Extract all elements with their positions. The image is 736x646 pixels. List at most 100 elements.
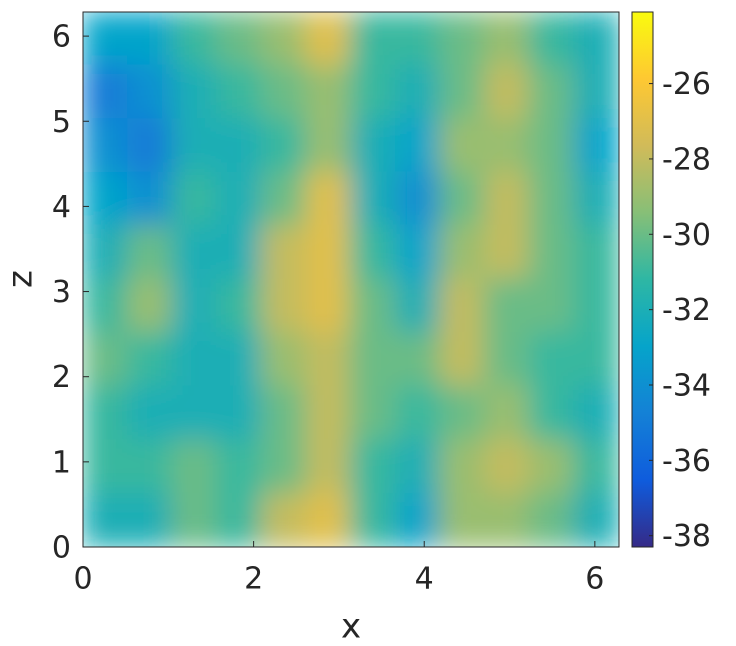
heatmap-cell: [573, 492, 619, 547]
heatmap-cell: [349, 278, 397, 334]
heatmap-cell: [305, 171, 353, 228]
y-tick-label: 3: [52, 275, 71, 310]
heatmap-cell: [439, 385, 486, 442]
heatmap-cell: [260, 118, 308, 174]
heatmap-cell: [394, 224, 442, 281]
heatmap-cell: [528, 224, 576, 281]
y-tick-label: 2: [52, 360, 71, 395]
heatmap-cell: [215, 171, 263, 228]
heatmap-cell: [171, 224, 219, 281]
heatmap-cell: [439, 171, 486, 228]
heatmap-cell: [83, 331, 129, 388]
heatmap-cell: [171, 64, 219, 121]
heatmap-cell: [483, 385, 531, 442]
heatmap-cell: [349, 12, 397, 67]
heatmap-cell: [260, 224, 308, 281]
colorbar-tick-label: -36: [662, 444, 711, 479]
heatmap-cell: [439, 64, 486, 121]
colorbar-tick-label: -32: [662, 293, 711, 328]
heatmap-cell: [83, 492, 129, 547]
heatmap-cell: [127, 331, 174, 388]
heatmap-cell: [215, 118, 263, 174]
heatmap-cell: [305, 278, 353, 334]
heatmap-cell: [394, 278, 442, 334]
heatmap-cell: [83, 171, 129, 228]
heatmap-cell: [483, 331, 531, 388]
heatmap-cell: [439, 331, 486, 388]
heatmap-cell: [127, 64, 174, 121]
y-tick-label: 1: [52, 445, 71, 480]
y-axis-label: z: [1, 270, 41, 288]
heatmap-cell: [127, 224, 174, 281]
heatmap-cell: [83, 278, 129, 334]
heatmap-cell: [528, 492, 576, 547]
heatmap-cell: [215, 64, 263, 121]
heatmap-cell: [349, 64, 397, 121]
heatmap-cell: [528, 118, 576, 174]
heatmap-cell: [260, 385, 308, 442]
heatmap-cell: [483, 278, 531, 334]
heatmap-cell: [215, 278, 263, 334]
heatmap-cell: [215, 331, 263, 388]
heatmap-cell: [83, 64, 129, 121]
heatmap-cell: [260, 439, 308, 495]
heatmap-cell: [394, 12, 442, 67]
heatmap-cell: [171, 278, 219, 334]
heatmap-cell: [127, 385, 174, 442]
heatmap-cell: [305, 224, 353, 281]
heatmap-cell: [528, 439, 576, 495]
y-tick-label: 4: [52, 190, 71, 225]
heatmap-cell: [171, 118, 219, 174]
heatmap-cell: [439, 439, 486, 495]
heatmap-cell: [573, 64, 619, 121]
colorbar-tick-label: -28: [662, 142, 711, 177]
heatmap-cell: [528, 385, 576, 442]
heatmap-cell: [439, 278, 486, 334]
heatmap-cell: [573, 12, 619, 67]
heatmap-cell: [260, 171, 308, 228]
heatmap-cell: [305, 439, 353, 495]
heatmap-cell: [83, 118, 129, 174]
heatmap-cell: [171, 331, 219, 388]
heatmap-cell: [127, 439, 174, 495]
heatmap-cell: [171, 439, 219, 495]
heatmap-cell: [83, 439, 129, 495]
heatmap-cell: [305, 64, 353, 121]
heatmap-cell: [215, 492, 263, 547]
heatmap-cell: [349, 331, 397, 388]
y-tick-label: 0: [52, 531, 71, 566]
heatmap-cell: [394, 385, 442, 442]
y-tick-label: 6: [52, 20, 71, 55]
heatmap-cell: [260, 278, 308, 334]
colorbar-tick-label: -34: [662, 368, 711, 403]
heatmap-cell: [349, 439, 397, 495]
heatmap-cell: [215, 439, 263, 495]
heatmap-cell: [349, 118, 397, 174]
heatmap-cell: [394, 118, 442, 174]
x-axis-label: x: [341, 607, 361, 646]
heatmap-cell: [573, 385, 619, 442]
heatmap-cell: [260, 331, 308, 388]
heatmap-cell: [349, 224, 397, 281]
y-tick-label: 5: [52, 105, 71, 140]
colorbar: [631, 11, 654, 548]
heatmap-cell: [83, 12, 129, 67]
heatmap-cell: [349, 171, 397, 228]
heatmap-cell: [483, 171, 531, 228]
heatmap-cell: [439, 224, 486, 281]
heatmap-cell: [305, 492, 353, 547]
heatmap-cell: [439, 118, 486, 174]
heatmap-cell: [528, 12, 576, 67]
heatmap-cell: [127, 118, 174, 174]
heatmap-cell: [483, 492, 531, 547]
heatmap-cell: [127, 171, 174, 228]
heatmap-cell: [215, 224, 263, 281]
x-tick-label: 2: [244, 562, 263, 597]
heatmap-cell: [305, 118, 353, 174]
heatmap-cell: [573, 439, 619, 495]
x-tick-label: 6: [585, 562, 604, 597]
heatmap-cell: [483, 224, 531, 281]
heatmap-cell: [171, 492, 219, 547]
x-tick-label: 4: [415, 562, 434, 597]
